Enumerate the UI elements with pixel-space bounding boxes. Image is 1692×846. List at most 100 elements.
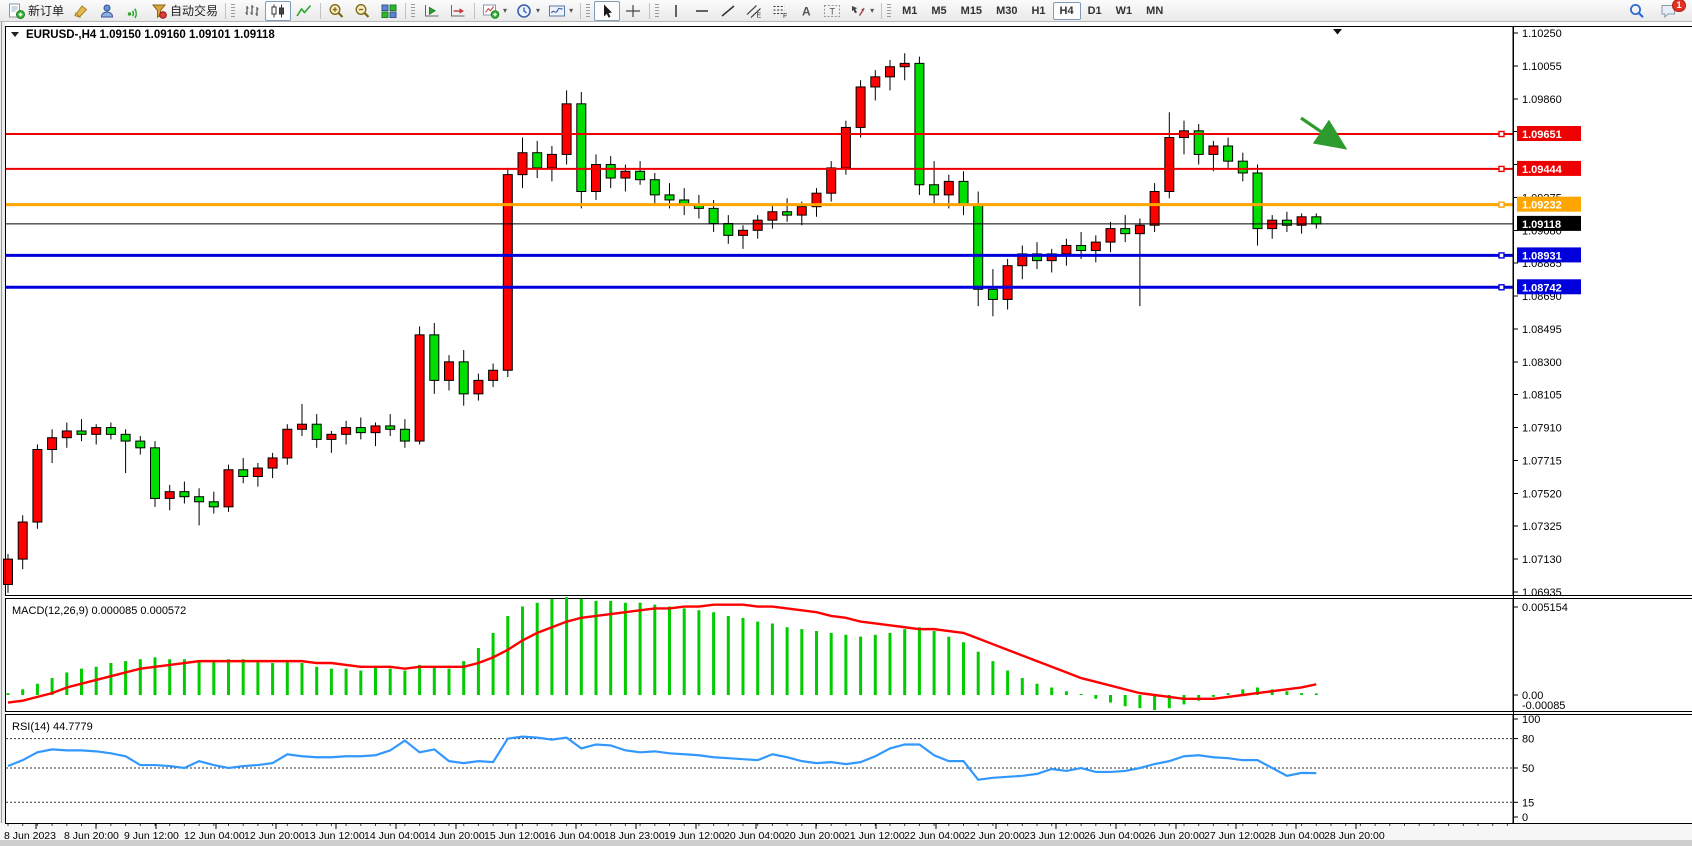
line-anchor-marker[interactable] <box>1498 165 1505 173</box>
signals-button[interactable] <box>120 1 146 21</box>
toolbar-drag-handle[interactable] <box>586 3 591 18</box>
crosshair-button[interactable] <box>620 1 646 21</box>
time-tick-label: 18 Jun 23:00 <box>604 830 665 842</box>
indicators-icon <box>482 3 500 19</box>
cursor-icon <box>598 3 616 19</box>
macd-min-label: -0.00085 <box>1522 700 1565 712</box>
periods-button[interactable]: ▾ <box>511 1 544 21</box>
toolbar-separator <box>881 2 883 19</box>
timeframe-h4-button[interactable]: H4 <box>1052 1 1081 20</box>
hline-icon <box>693 3 711 19</box>
line-anchor-marker[interactable] <box>1498 130 1505 138</box>
cursor-button[interactable] <box>594 0 621 21</box>
timeframe-m1-button[interactable]: M1 <box>902 4 918 17</box>
chart-canvas: 1.102501.100551.098601.096651.094701.092… <box>0 22 1692 846</box>
notifications-button[interactable]: 1 <box>1656 0 1686 21</box>
toolbar-separator <box>320 2 322 19</box>
rsi-panel: RSI(14) 44.7779 100 80 50 15 0 <box>6 714 1540 824</box>
toolbar-separator <box>405 2 407 19</box>
time-tick-label: 9 Jun 12:00 <box>124 830 179 842</box>
chart-shift-icon <box>423 3 441 19</box>
fibonacci-icon: F <box>771 3 789 19</box>
chevron-down-icon[interactable]: ▾ <box>503 6 508 15</box>
time-tick-label: 12 Jun 04:00 <box>184 830 245 842</box>
line-chart-button[interactable] <box>291 1 317 21</box>
arrows-tool-button[interactable]: ▾ <box>845 1 878 21</box>
price-tick-label: 1.06935 <box>1522 587 1562 599</box>
svg-text:1.09444: 1.09444 <box>1522 164 1563 176</box>
equidistant-channel-button[interactable]: E <box>741 1 767 21</box>
timeframe-h1-button[interactable]: H1 <box>1031 4 1046 17</box>
price-tick-label: 1.07130 <box>1522 554 1562 566</box>
svg-text:1.09651: 1.09651 <box>1522 129 1562 141</box>
svg-text:E: E <box>757 12 762 19</box>
channel-icon: E <box>745 3 763 19</box>
timeframe-d1-button[interactable]: D1 <box>1087 4 1102 17</box>
time-tick-label: 13 Jun 12:00 <box>304 830 365 842</box>
macd-label: MACD(12,26,9) 0.000085 0.000572 <box>12 605 186 617</box>
price-badge-1.08742: 1.08742 <box>1517 279 1581 295</box>
price-tick-label: 1.07520 <box>1522 488 1562 500</box>
vertical-line-button[interactable] <box>663 1 689 21</box>
timeframe-m15-button[interactable]: M15 <box>960 4 983 17</box>
price-tick-label: 1.07715 <box>1522 455 1562 467</box>
scroll-to-end-marker[interactable] <box>1333 29 1342 35</box>
timeframe-mn-button[interactable]: MN <box>1146 4 1164 17</box>
collapse-panel-icon[interactable] <box>11 32 19 37</box>
rsi-tick-label: 80 <box>1522 734 1534 746</box>
price-tick-label: 1.08300 <box>1522 357 1562 369</box>
label-icon: T <box>823 3 841 19</box>
level-lines-group <box>6 130 1513 291</box>
horizontal-line-button[interactable] <box>689 1 715 21</box>
svg-text:1.09118: 1.09118 <box>1522 219 1561 231</box>
zoom-in-button[interactable] <box>324 1 350 21</box>
tile-windows-button[interactable] <box>376 1 402 21</box>
timeframe-m5-button[interactable]: M5 <box>931 4 947 17</box>
chart-window: 1.102501.100551.098601.096651.094701.092… <box>0 22 1692 846</box>
time-tick-label: 26 Jun 04:00 <box>1084 830 1145 842</box>
chevron-down-icon[interactable]: ▾ <box>870 6 875 15</box>
auto-scroll-button[interactable] <box>445 1 471 21</box>
toolbar-drag-handle[interactable] <box>887 3 892 18</box>
trendline-button[interactable] <box>715 1 741 21</box>
line-anchor-marker[interactable] <box>1498 201 1505 208</box>
chevron-down-icon[interactable]: ▾ <box>536 6 541 15</box>
time-tick-label: 26 Jun 20:00 <box>1144 830 1205 842</box>
line-anchor-marker[interactable] <box>1498 252 1505 259</box>
time-tick-label: 14 Jun 20:00 <box>424 830 485 842</box>
zoom-out-icon <box>354 3 372 19</box>
chart-title: EURUSD-,H4 1.09150 1.09160 1.09101 1.091… <box>26 29 275 41</box>
price-badge-1.09444: 1.09444 <box>1517 160 1581 176</box>
line-anchor-marker[interactable] <box>1498 284 1505 291</box>
indicators-button[interactable]: ▾ <box>478 1 511 21</box>
auto-trading-button[interactable]: 自动交易 <box>146 0 222 21</box>
fibonacci-retracement-button[interactable]: F <box>767 1 793 21</box>
time-tick-label: 20 Jun 04:00 <box>724 830 785 842</box>
timeframe-w1-button[interactable]: W1 <box>1115 4 1133 17</box>
time-axis[interactable]: 8 Jun 2023 8 Jun 20:00 9 Jun 12:00 12 Jun 0… <box>4 824 1508 842</box>
chart-shift-button[interactable] <box>419 1 445 21</box>
templates-button[interactable]: ▾ <box>544 1 577 21</box>
toolbar-drag-handle[interactable] <box>231 3 236 18</box>
chevron-down-icon[interactable]: ▾ <box>569 6 574 15</box>
text-label-tool-button[interactable]: T <box>819 1 845 21</box>
toolbar-drag-handle[interactable] <box>411 3 416 18</box>
candlestick-chart-button[interactable] <box>265 0 292 21</box>
crosshair-icon <box>624 3 642 19</box>
new-order-button[interactable]: 新订单 <box>4 0 68 21</box>
bar-chart-button[interactable] <box>239 1 265 21</box>
trend-arrow-annotation[interactable] <box>1300 116 1348 150</box>
text-tool-button[interactable]: A <box>793 1 819 21</box>
community-button[interactable] <box>94 1 120 21</box>
toolbar-separator <box>225 2 227 19</box>
timeframe-m30-button[interactable]: M30 <box>996 4 1018 17</box>
zoom-out-button[interactable] <box>350 1 376 21</box>
toolbar-drag-handle[interactable] <box>655 3 660 18</box>
search-button[interactable] <box>1624 1 1650 21</box>
price-badge-1.09651: 1.09651 <box>1517 126 1581 142</box>
rsi-tick-label: 50 <box>1522 763 1534 775</box>
price-tick-label: 1.10055 <box>1522 61 1562 73</box>
trendline-icon <box>719 3 737 19</box>
styler-button[interactable] <box>68 1 94 21</box>
price-tick-label: 1.08495 <box>1522 324 1562 336</box>
